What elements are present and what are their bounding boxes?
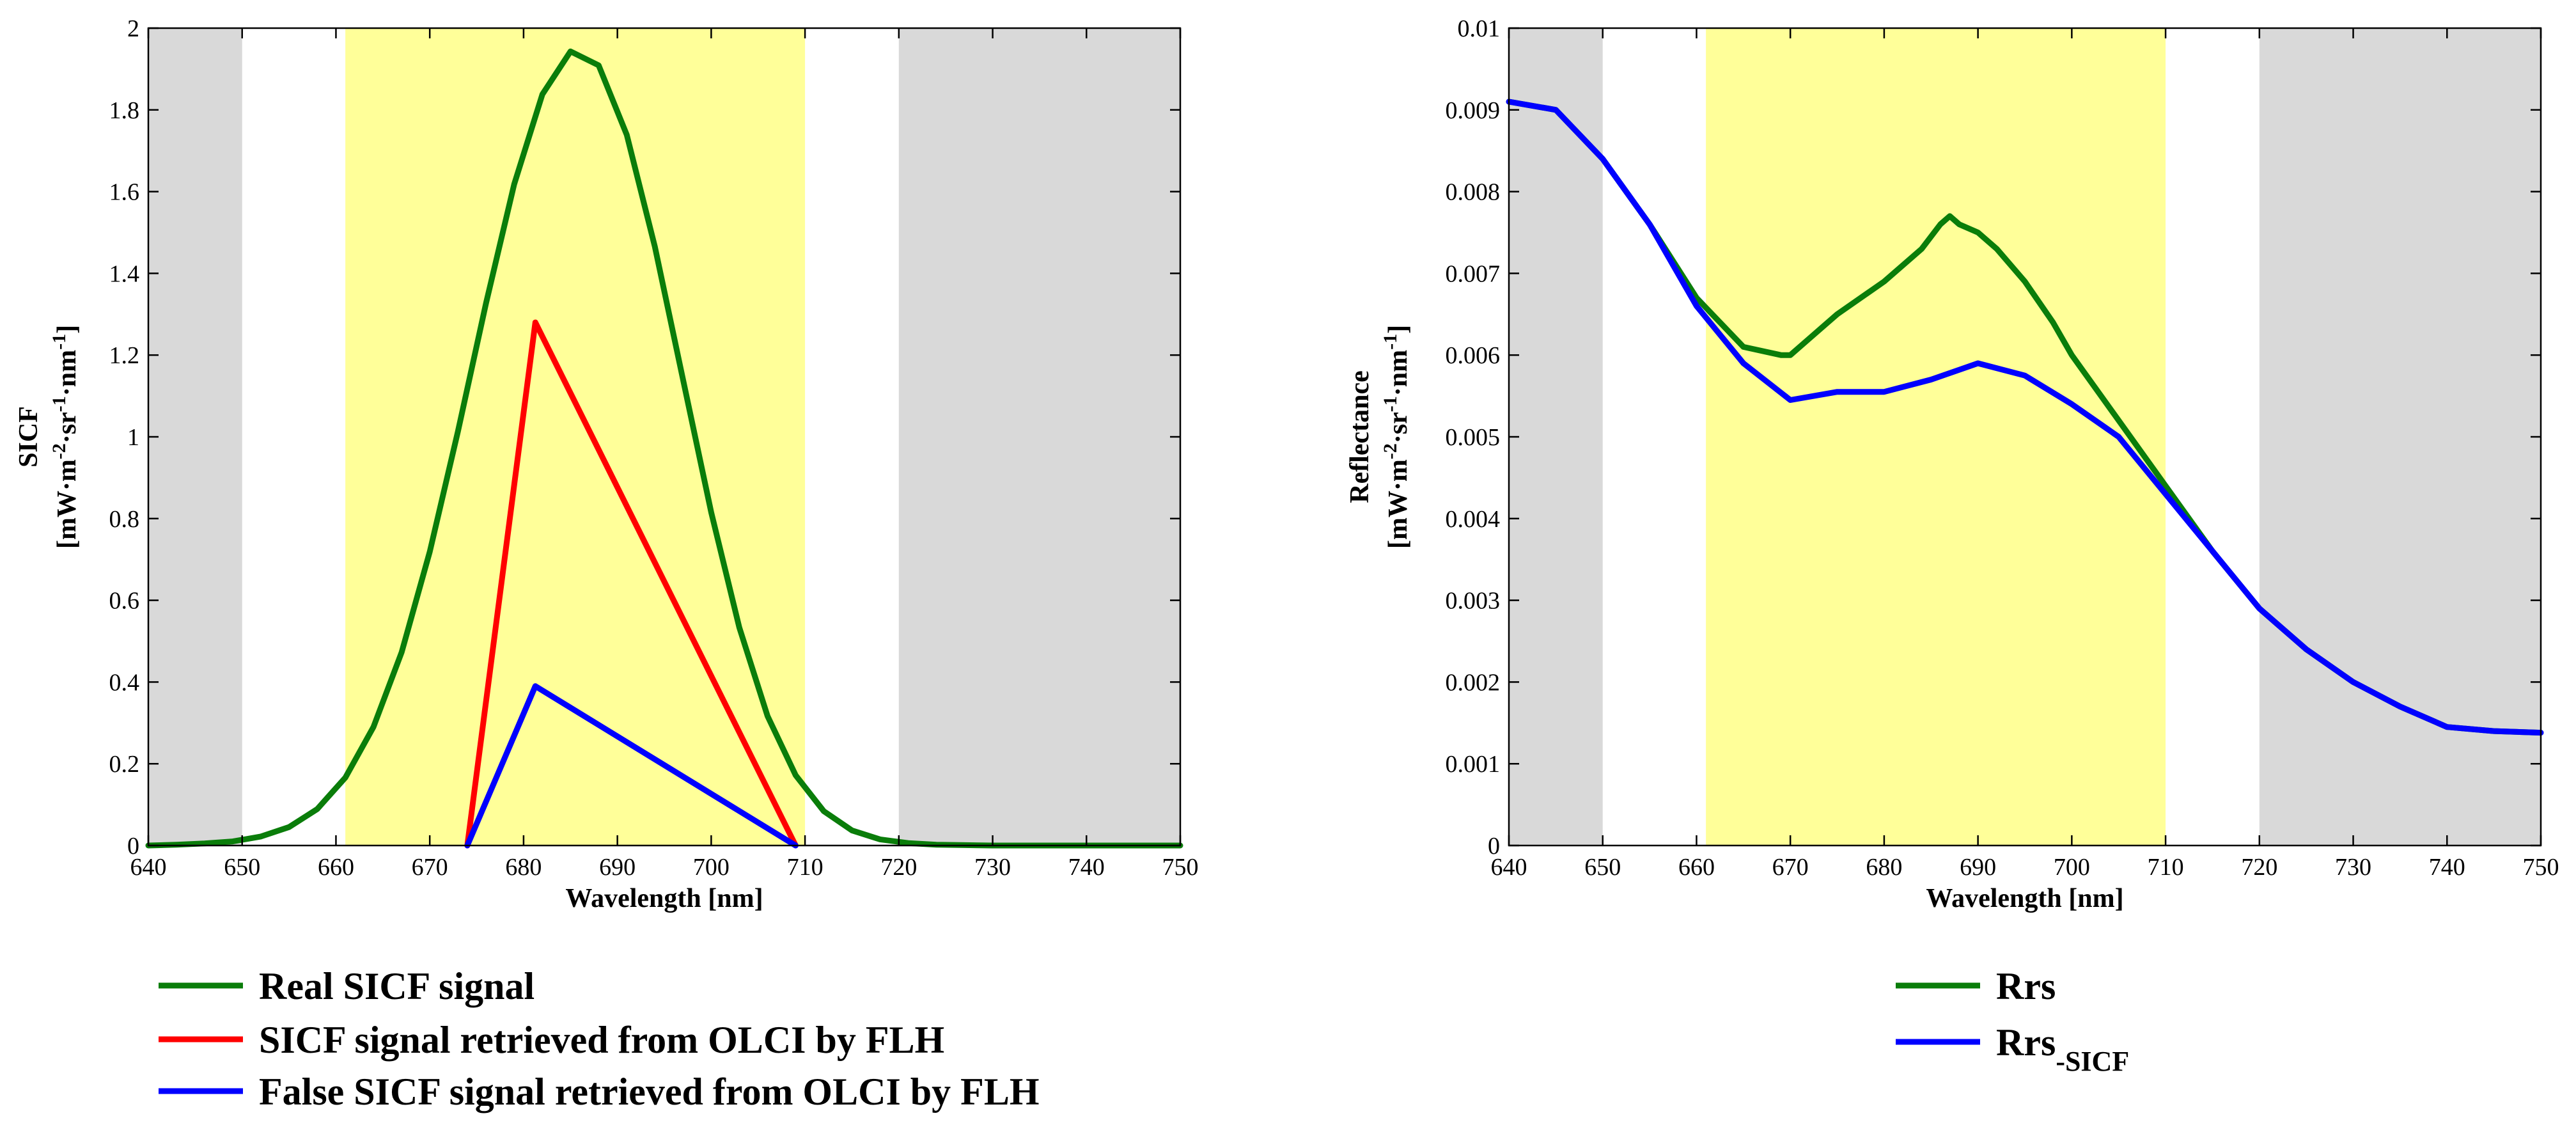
reflectance-xtick-label: 710 xyxy=(2148,854,2184,881)
reflectance-y-unit-part: ] xyxy=(1384,325,1413,334)
chart-sicf-bands xyxy=(148,28,1180,846)
sicf-xtick-label: 680 xyxy=(505,854,542,881)
sicf-xtick-label: 650 xyxy=(224,854,260,881)
reflectance-ytick-label: 0.006 xyxy=(1446,342,1501,369)
sicf-ytick-label: 0.6 xyxy=(109,588,140,615)
chart-sicf-y-axis-label: SICF xyxy=(14,406,43,468)
sicf-y-unit-part: -2 xyxy=(49,443,70,459)
reflectance-xtick-label: 700 xyxy=(2054,854,2090,881)
reflectance-ytick-label: 0.008 xyxy=(1446,179,1501,206)
chart-reflectance-x-axis-label: Wavelength [nm] xyxy=(1926,884,2123,913)
sicf-xtick-label: 710 xyxy=(787,854,824,881)
reflectance-series-1-line xyxy=(1506,98,2544,736)
sicf-ytick-label: 1.8 xyxy=(109,97,140,124)
sicf-ytick-label: 1.2 xyxy=(109,342,140,369)
sicf-xtick-label: 700 xyxy=(693,854,730,881)
chart-sicf-y-axis-unit: [mW·m-2·sr-1·nm-1] xyxy=(49,325,82,549)
legend-label-false-sicf: False SICF signal retrieved from OLCI by… xyxy=(259,1071,1040,1113)
chart-sicf: 640 650 660 670 680 690 700 710 720 730 740 750 0 0.2… xyxy=(14,15,1199,913)
legend-label-rrs-sicf: Rrs-SICF xyxy=(1996,1021,2129,1077)
sicf-xtick-label: 660 xyxy=(318,854,354,881)
legend-label-retrieved-sicf: SICF signal retrieved from OLCI by FLH xyxy=(259,1019,944,1061)
sicf-xtick-label: 690 xyxy=(599,854,636,881)
sicf-y-unit-part: [mW·m xyxy=(52,459,82,549)
reflectance-xtick-label: 680 xyxy=(1866,854,1902,881)
legend-label-rrs-sicf-subscript: -SICF xyxy=(2056,1046,2129,1077)
reflectance-ytick-label: 0.002 xyxy=(1446,669,1501,696)
sicf-band-2 xyxy=(898,28,1180,846)
legend-sicf: Real SICF signal SICF signal retrieved f… xyxy=(159,965,1040,1113)
reflectance-band-2 xyxy=(2259,28,2541,846)
reflectance-band-1 xyxy=(1706,28,2166,846)
sicf-y-unit-part: ] xyxy=(52,325,82,334)
chart-reflectance-lines xyxy=(1506,98,2544,736)
sicf-xtick-label: 670 xyxy=(412,854,448,881)
reflectance-xtick-label: 660 xyxy=(1678,854,1715,881)
reflectance-xtick-label: 690 xyxy=(1960,854,1996,881)
reflectance-y-unit-part: ·nm xyxy=(1384,350,1413,396)
sicf-series-2-line xyxy=(464,683,799,849)
reflectance-ytick-label: 0 xyxy=(1488,833,1500,860)
sicf-band-0 xyxy=(148,28,242,846)
reflectance-ytick-label: 0.004 xyxy=(1446,506,1501,533)
reflectance-ytick-label: 0.001 xyxy=(1446,751,1501,778)
reflectance-y-unit-part: -2 xyxy=(1380,443,1401,459)
reflectance-ytick-label: 0.009 xyxy=(1446,97,1501,124)
legend-label-real-sicf: Real SICF signal xyxy=(259,965,535,1007)
reflectance-ytick-label: 0.01 xyxy=(1458,15,1501,42)
sicf-ytick-label: 2 xyxy=(127,15,139,42)
sicf-ytick-label: 0.2 xyxy=(109,751,140,778)
legend-reflectance: Rrs Rrs-SICF xyxy=(1896,965,2129,1077)
reflectance-ytick-label: 0.005 xyxy=(1446,424,1501,451)
sicf-ytick-label: 1.4 xyxy=(109,260,140,287)
sicf-ytick-label: 0 xyxy=(127,833,139,860)
reflectance-xtick-label: 650 xyxy=(1584,854,1621,881)
reflectance-xtick-label: 750 xyxy=(2523,854,2559,881)
sicf-xtick-label: 730 xyxy=(974,854,1011,881)
sicf-xtick-label: 640 xyxy=(130,854,167,881)
reflectance-ytick-label: 0.007 xyxy=(1446,260,1501,287)
chart-reflectance: 640 650 660 670 680 690 700 710 720 730 740 750 0 0.0… xyxy=(1345,15,2559,913)
sicf-y-unit-part: -1 xyxy=(49,334,70,350)
sicf-series-1-line xyxy=(464,319,799,849)
sicf-ytick-label: 1.6 xyxy=(109,179,140,206)
sicf-y-unit-part: -1 xyxy=(49,396,70,412)
sicf-y-unit-part: ·sr xyxy=(52,412,82,443)
sicf-xtick-label: 740 xyxy=(1068,854,1105,881)
reflectance-y-unit-part: [mW·m xyxy=(1384,459,1413,549)
reflectance-y-unit-part: -1 xyxy=(1380,396,1401,412)
chart-reflectance-bands xyxy=(1509,28,2541,846)
reflectance-band-0 xyxy=(1509,28,1603,846)
sicf-xtick-label: 720 xyxy=(880,854,917,881)
reflectance-xtick-label: 670 xyxy=(1772,854,1809,881)
sicf-ytick-label: 1 xyxy=(127,424,139,451)
reflectance-xtick-label: 730 xyxy=(2335,854,2371,881)
sicf-ytick-label: 0.8 xyxy=(109,506,140,533)
reflectance-ytick-label: 0.003 xyxy=(1446,588,1501,615)
reflectance-y-unit-part: -1 xyxy=(1380,334,1401,350)
sicf-xtick-label: 750 xyxy=(1162,854,1199,881)
reflectance-xtick-label: 640 xyxy=(1491,854,1527,881)
sicf-y-unit-part: ·nm xyxy=(52,350,82,396)
legend-label-rrs-sicf-base: Rrs xyxy=(1996,1021,2056,1064)
chart-reflectance-y-axis-unit: [mW·m-2·sr-1·nm-1] xyxy=(1380,325,1413,549)
chart-reflectance-y-axis-label: Reflectance xyxy=(1345,370,1375,503)
legend-label-rrs: Rrs xyxy=(1996,965,2056,1007)
reflectance-xtick-label: 720 xyxy=(2241,854,2277,881)
chart-sicf-x-axis-label: Wavelength [nm] xyxy=(565,884,763,913)
reflectance-y-unit-part: ·sr xyxy=(1384,412,1413,443)
chart-reflectance-ticks: 640 650 660 670 680 690 700 710 720 730 740 750 0 0.0… xyxy=(1446,15,2559,881)
chart-sicf-ticks: 640 650 660 670 680 690 700 710 720 730 740 750 0 0.2… xyxy=(109,15,1199,881)
reflectance-xtick-label: 740 xyxy=(2429,854,2465,881)
sicf-ytick-label: 0.4 xyxy=(109,669,140,696)
